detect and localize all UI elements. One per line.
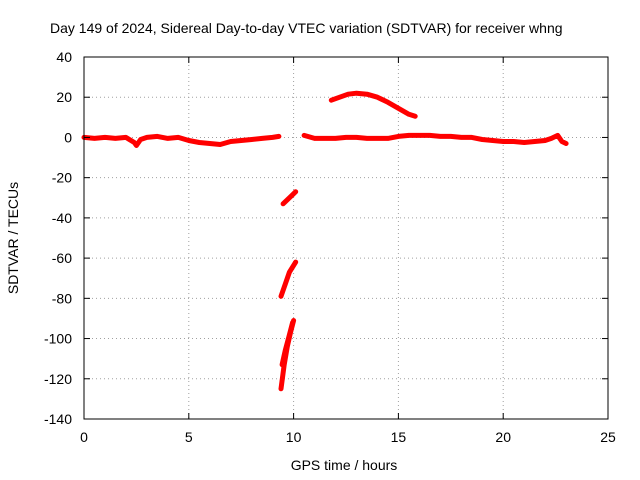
grid-lines [84,57,608,419]
y-tick-label-20: 20 [56,89,72,105]
y-tick-label--120: -120 [44,371,72,387]
plot-border [83,56,609,420]
y-tick-label--100: -100 [44,331,72,347]
data-series-layer [81,90,569,392]
y-tick-label-0: 0 [64,129,72,145]
y-tick-label--60: -60 [52,250,72,266]
x-tick-label-20: 20 [495,429,511,445]
axis-ticks: 0 5 10 15 20 25 40 20 0 -20 -40 -60 -80 -100 -120 -140 [44,49,616,445]
y-tick-label--140: -140 [44,411,72,427]
x-tick-label-10: 10 [286,429,302,445]
series-drop-segment-1 [280,189,299,207]
x-tick-label-15: 15 [391,429,407,445]
x-tick-label-0: 0 [80,429,88,445]
y-tick-label--80: -80 [52,290,72,306]
x-axis-label: GPS time / hours [291,457,398,473]
y-axis-label: SDTVAR / TECUs [5,182,21,294]
y-tick-label-40: 40 [56,49,72,65]
x-tick-label-5: 5 [185,429,193,445]
chart-title: Day 149 of 2024, Sidereal Day-to-day VTE… [50,20,563,36]
series-drop-segment-3b [279,320,296,368]
x-tick-label-25: 25 [600,429,616,445]
y-tick-label--40: -40 [52,210,72,226]
plot-frame [83,56,609,420]
series-main-trace-segment-2 [301,132,569,146]
series-drop-segment-2 [278,259,299,299]
y-tick-label--20: -20 [52,170,72,186]
series-main-trace-segment-1 [81,133,282,148]
series-hump-arc [328,90,418,119]
